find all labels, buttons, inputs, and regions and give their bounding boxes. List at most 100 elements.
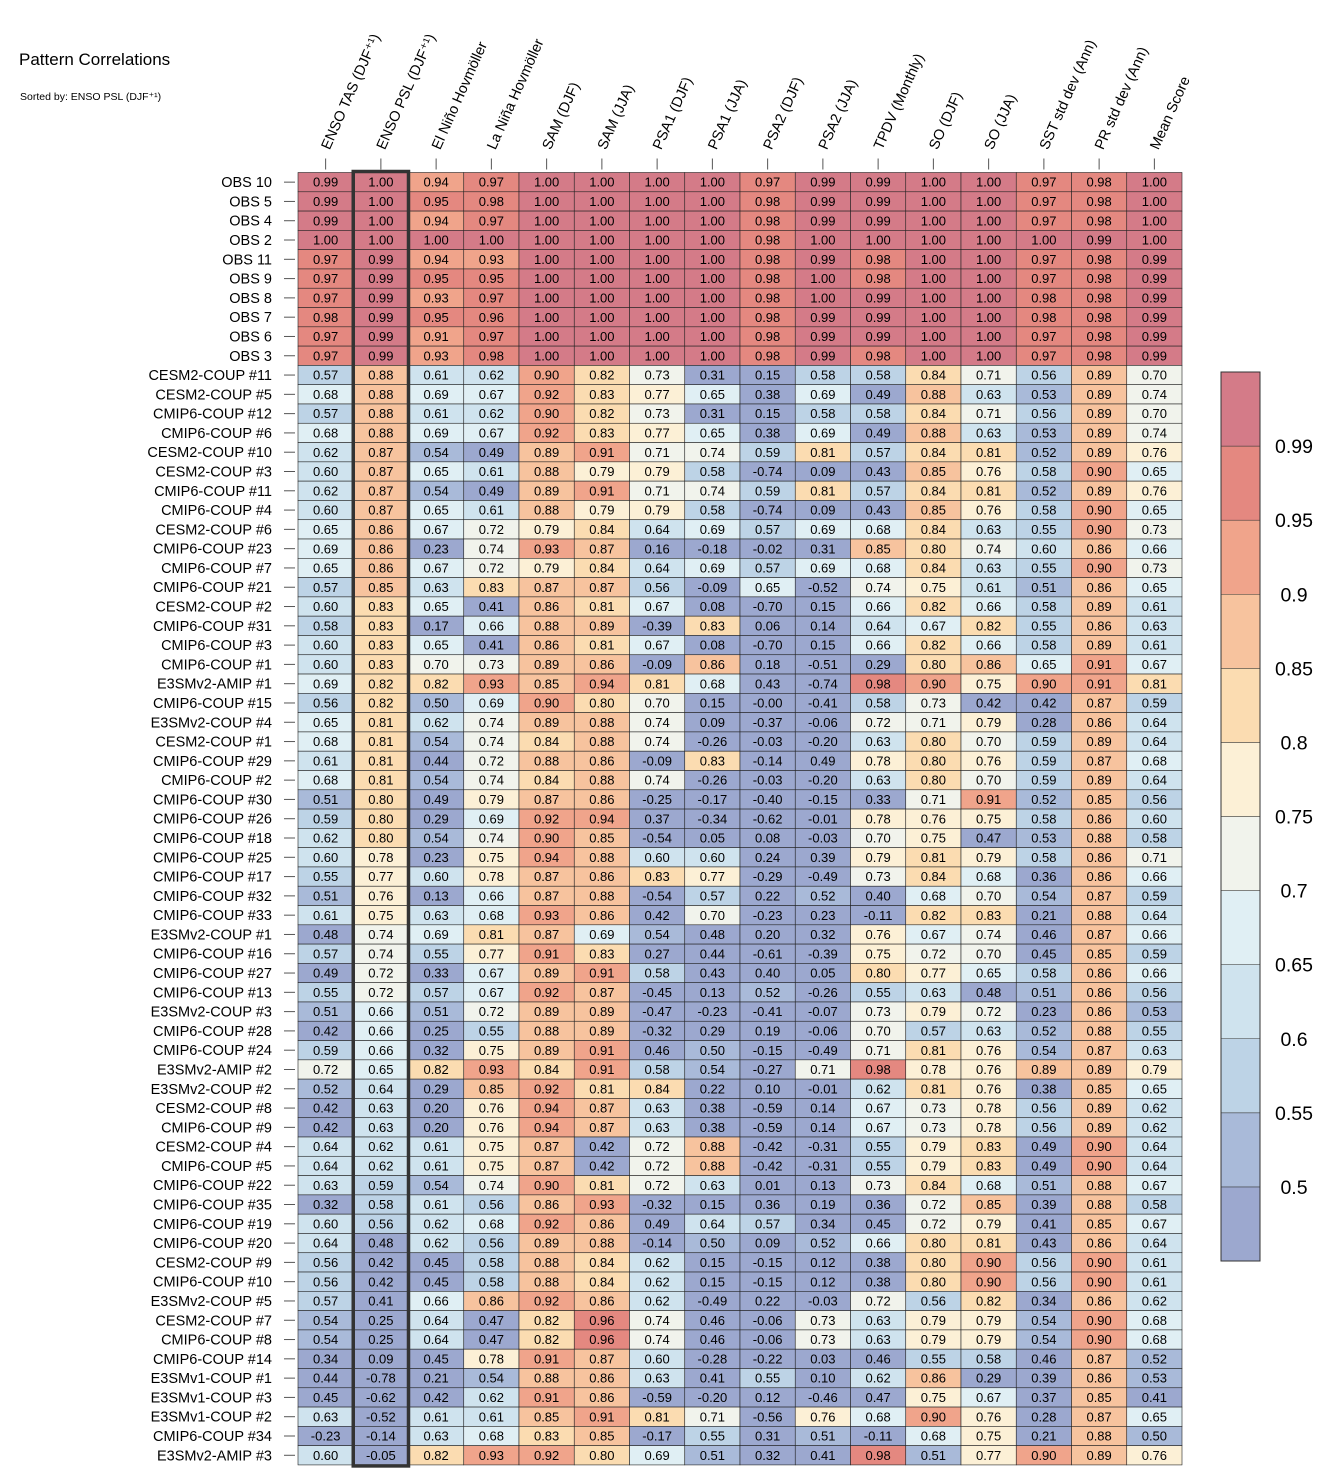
cell-value-label: 0.32	[313, 1197, 338, 1212]
cell-value-label: 0.89	[1086, 387, 1111, 402]
cell-value-label: 0.57	[755, 561, 780, 576]
cell-value-label: 0.42	[589, 1139, 614, 1154]
column-label: SAM (JJA)	[595, 82, 638, 152]
row-label: CMIP6-COUP #4	[161, 503, 272, 519]
cell-value-label: 0.80	[368, 831, 393, 846]
cell-value-label: 0.93	[534, 908, 559, 923]
cell-value-label: 0.74	[700, 445, 725, 460]
cell-value-label: -0.20	[698, 1390, 728, 1405]
cell-value-label: 0.14	[810, 618, 835, 633]
cell-value-label: 0.45	[423, 1274, 448, 1289]
cell-value-label: 0.85	[534, 676, 559, 691]
cell-value-label: 0.73	[1142, 561, 1167, 576]
cell-value-label: -0.49	[808, 1043, 838, 1058]
cell-value-label: 0.51	[1031, 580, 1056, 595]
cell-value-label: 1.00	[534, 329, 559, 344]
cell-value-label: 0.61	[423, 1409, 448, 1424]
cell-value-label: 0.68	[921, 1429, 946, 1444]
cell-value-label: 0.97	[1031, 175, 1056, 190]
cell-value-label: 0.89	[1086, 426, 1111, 441]
cell-value-label: 0.90	[976, 1274, 1001, 1289]
cell-value-label: 0.89	[534, 1004, 559, 1019]
cell-value-label: 0.65	[1142, 503, 1167, 518]
cell-value-label: 0.09	[810, 464, 835, 479]
cell-value-label: 0.97	[1031, 213, 1056, 228]
cell-value-label: 0.68	[313, 773, 338, 788]
cell-value-label: 0.76	[1142, 1448, 1167, 1463]
cell-value-label: 0.90	[1086, 1255, 1111, 1270]
cell-value-label: 0.90	[534, 696, 559, 711]
cell-value-label: 0.99	[1142, 310, 1167, 325]
cell-value-label: 0.73	[865, 1004, 890, 1019]
cell-value-label: 0.89	[1086, 1448, 1111, 1463]
cell-value-label: 0.13	[810, 1178, 835, 1193]
cell-value-label: 0.86	[1086, 1236, 1111, 1251]
cell-value-label: 0.60	[644, 1351, 669, 1366]
cell-value-label: 0.39	[1031, 1197, 1056, 1212]
cell-value-label: 0.94	[534, 1120, 559, 1135]
cell-value-label: 0.84	[921, 869, 946, 884]
cell-value-label: 0.98	[755, 348, 780, 363]
cell-value-label: 0.68	[479, 1216, 504, 1231]
cell-value-label: 0.52	[810, 1236, 835, 1251]
cell-value-label: 0.38	[865, 1255, 890, 1270]
cell-value-label: 0.92	[534, 426, 559, 441]
cell-value-label: 0.99	[368, 290, 393, 305]
cell-value-label: 0.98	[1086, 175, 1111, 190]
cell-value-label: 0.12	[810, 1255, 835, 1270]
cell-value-label: 0.12	[755, 1390, 780, 1405]
cell-value-label: 0.70	[865, 831, 890, 846]
cell-value-label: 0.49	[479, 483, 504, 498]
cell-value-label: 0.98	[755, 233, 780, 248]
cell-value-label: 0.88	[1086, 908, 1111, 923]
cell-value-label: 1.00	[810, 271, 835, 286]
cell-value-label: 0.34	[1031, 1294, 1056, 1309]
cell-value-label: 0.93	[423, 290, 448, 305]
cell-value-label: 0.37	[1031, 1390, 1056, 1405]
cell-value-label: 0.66	[1142, 869, 1167, 884]
cell-value-label: 0.91	[589, 483, 614, 498]
cell-value-label: 0.54	[1031, 1313, 1056, 1328]
cell-value-label: 0.20	[423, 1101, 448, 1116]
cell-value-label: 1.00	[534, 252, 559, 267]
cell-value-label: 0.79	[921, 1332, 946, 1347]
cell-value-label: 0.58	[644, 966, 669, 981]
cell-value-label: 0.76	[1142, 483, 1167, 498]
cell-value-label: 0.58	[1142, 1197, 1167, 1212]
cell-value-label: 0.66	[1142, 927, 1167, 942]
cell-value-label: 0.49	[479, 445, 504, 460]
cell-value-label: 0.85	[1086, 1216, 1111, 1231]
cell-value-label: 0.20	[755, 927, 780, 942]
cell-value-label: 0.57	[313, 946, 338, 961]
cell-value-label: 0.64	[644, 561, 669, 576]
cell-value-label: 0.61	[423, 368, 448, 383]
cell-value-label: 0.86	[1086, 1294, 1111, 1309]
cell-value-label: -0.17	[698, 792, 728, 807]
cell-value-label: 0.15	[700, 696, 725, 711]
row-label: CMIP6-COUP #24	[153, 1043, 272, 1059]
cell-value-label: 0.83	[589, 387, 614, 402]
cell-value-label: 0.58	[313, 618, 338, 633]
cell-value-label: 0.88	[921, 387, 946, 402]
cell-value-label: 0.57	[921, 1024, 946, 1039]
cell-value-label: 1.00	[921, 233, 946, 248]
cell-value-label: 0.82	[368, 676, 393, 691]
cell-value-label: 0.22	[755, 888, 780, 903]
cell-value-label: 1.00	[1142, 213, 1167, 228]
cell-value-label: 0.89	[1086, 368, 1111, 383]
cell-value-label: 0.56	[1142, 792, 1167, 807]
cell-value-label: 1.00	[368, 213, 393, 228]
cell-value-label: 0.08	[700, 599, 725, 614]
cell-value-label: -0.31	[808, 1159, 838, 1174]
cell-value-label: 1.00	[976, 252, 1001, 267]
row-label: CMIP6-COUP #5	[161, 1159, 272, 1175]
cell-value-label: 0.67	[423, 522, 448, 537]
cell-value-label: 0.99	[313, 194, 338, 209]
cell-value-label: 0.92	[534, 1448, 559, 1463]
cell-value-label: 0.93	[479, 1448, 504, 1463]
cell-value-label: 0.54	[313, 1313, 338, 1328]
cell-value-label: 0.73	[921, 1120, 946, 1135]
cell-value-label: 0.81	[810, 445, 835, 460]
cell-value-label: 1.00	[644, 194, 669, 209]
cell-value-label: 0.63	[976, 561, 1001, 576]
